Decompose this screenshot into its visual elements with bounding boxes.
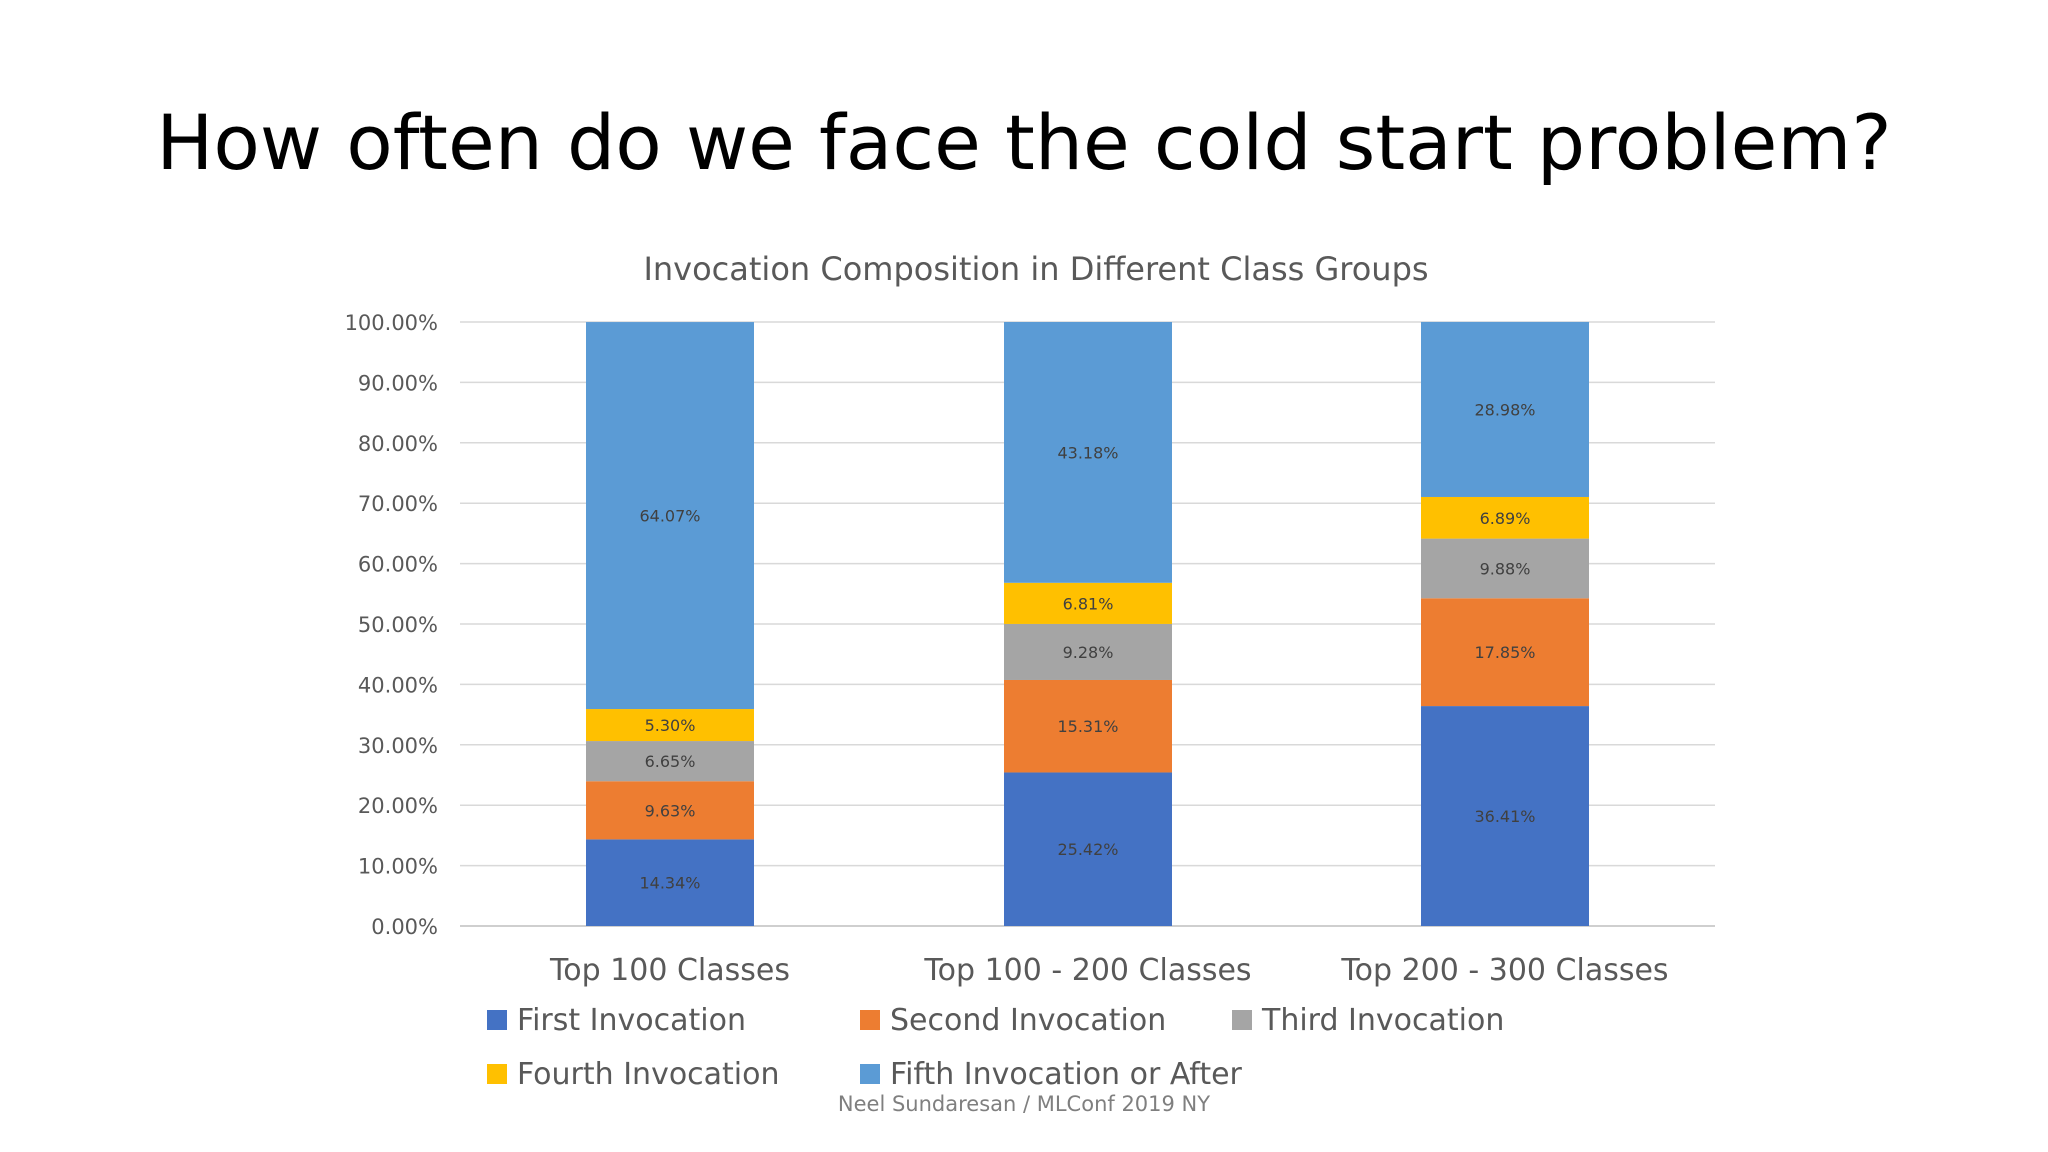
legend-swatch (1232, 1010, 1252, 1030)
y-tick-label: 20.00% (358, 794, 438, 818)
bar-segment (586, 709, 754, 742)
bar-segment (586, 741, 754, 782)
bar-segment (1421, 538, 1589, 599)
data-label: 6.65% (645, 752, 696, 771)
legend-label: First Invocation (517, 1003, 746, 1038)
data-label: 6.89% (1480, 509, 1531, 528)
y-tick-label: 0.00% (371, 915, 438, 939)
data-label: 9.63% (645, 801, 696, 820)
y-tick-label: 40.00% (358, 673, 438, 697)
data-label: 5.30% (645, 716, 696, 735)
x-tick-label: Top 200 - 300 Classes (1340, 953, 1668, 988)
legend-swatch (487, 1010, 507, 1030)
legend-label: Second Invocation (890, 1003, 1166, 1038)
legend-label: Fourth Invocation (517, 1057, 780, 1092)
data-label: 14.34% (639, 874, 700, 893)
bar-segment (1421, 706, 1589, 926)
data-label: 6.81% (1063, 594, 1114, 613)
y-tick-label: 50.00% (358, 613, 438, 637)
legend-swatch (860, 1010, 880, 1030)
bars (586, 321, 1589, 926)
data-labels: 14.34% 9.63% 6.65% 5.30% 64.07% 25.42% 15.31% 9… (639, 400, 1535, 892)
data-label: 9.28% (1063, 643, 1114, 662)
bar-segment (1004, 322, 1172, 583)
legend-swatch (487, 1064, 507, 1084)
data-label: 9.88% (1480, 559, 1531, 578)
legend-label: Third Invocation (1261, 1003, 1504, 1038)
bar-segment (586, 322, 754, 710)
legend-label: Fifth Invocation or After (890, 1057, 1243, 1092)
bar-segment (1004, 582, 1172, 624)
slide-title: How often do we face the cold start prob… (156, 98, 1892, 187)
x-tick-label: Top 100 Classes (549, 953, 790, 988)
data-label: 36.41% (1474, 807, 1535, 826)
bar-segment (1004, 772, 1172, 926)
y-tick-label: 70.00% (358, 492, 438, 516)
chart-title: Invocation Composition in Different Clas… (643, 250, 1428, 288)
data-label: 25.42% (1057, 840, 1118, 859)
bar-segment (1421, 598, 1589, 707)
x-tick-label: Top 100 - 200 Classes (923, 953, 1251, 988)
legend: First Invocation Second Invocation Third I… (487, 1003, 1504, 1092)
data-label: 28.98% (1474, 400, 1535, 419)
y-tick-label: 80.00% (358, 432, 438, 456)
y-tick-label: 30.00% (358, 734, 438, 758)
bar-segment (586, 839, 754, 926)
y-tick-label: 60.00% (358, 553, 438, 577)
bar-segment (1004, 679, 1172, 773)
footer-credit: Neel Sundaresan / MLConf 2019 NY (837, 1092, 1211, 1116)
bar-segment (1421, 321, 1589, 497)
data-label: 15.31% (1057, 717, 1118, 736)
bar-segment (1004, 623, 1172, 680)
legend-swatch (860, 1064, 880, 1084)
bar-segment (1421, 496, 1589, 539)
data-label: 64.07% (639, 507, 700, 526)
y-tick-label: 90.00% (358, 371, 438, 395)
data-label: 43.18% (1057, 443, 1118, 462)
axes: Invocation Composition in Different Clas… (345, 250, 1669, 988)
y-tick-label: 100.00% (345, 311, 438, 335)
y-tick-label: 10.00% (358, 855, 438, 879)
data-label: 17.85% (1474, 643, 1535, 662)
bar-segment (586, 781, 754, 840)
